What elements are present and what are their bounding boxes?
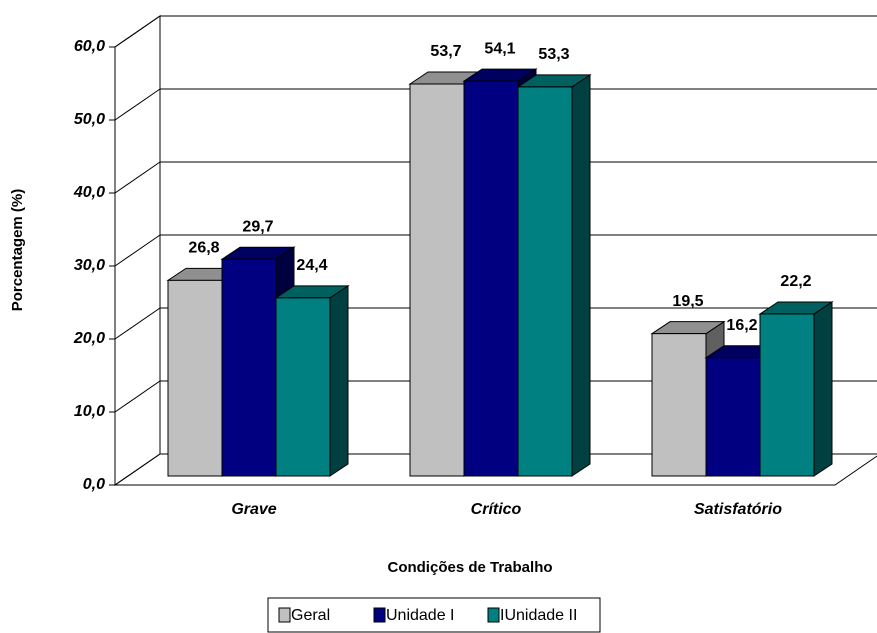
y-tick-label: 10,0: [74, 403, 105, 420]
legend-swatch: [487, 607, 500, 623]
value-label: 22,2: [780, 273, 811, 290]
y-tick-label: 60,0: [74, 38, 105, 55]
legend-swatch: [373, 607, 386, 623]
value-label: 54,1: [484, 40, 515, 57]
bar: [167, 279, 223, 477]
bar-side: [329, 284, 349, 477]
value-label: 53,7: [430, 43, 461, 60]
bar: [759, 313, 815, 477]
legend-label: Geral: [291, 607, 330, 624]
bar-side: [571, 73, 591, 477]
y-axis-label: Porcentagem (%): [9, 189, 26, 312]
y-tick-label: 20,0: [73, 330, 105, 347]
value-label: 19,5: [672, 293, 703, 310]
grid-line: [114, 15, 161, 48]
x-tick-label: Satisfatório: [694, 501, 782, 518]
bar-side: [813, 301, 833, 477]
value-label: 29,7: [242, 218, 273, 235]
x-axis-label: Condições de Trabalho: [387, 559, 552, 576]
legend-swatch: [278, 607, 291, 623]
bar: [705, 357, 761, 477]
value-label: 16,2: [726, 317, 757, 334]
bar: [651, 333, 707, 477]
grid-line: [114, 453, 161, 486]
grid-line: [114, 380, 161, 413]
floor: [115, 455, 877, 486]
grid-line: [114, 88, 161, 121]
value-label: 26,8: [188, 240, 219, 257]
y-tick-label: 50,0: [74, 111, 105, 128]
bar: [463, 80, 519, 477]
x-tick-label: Grave: [231, 501, 276, 518]
y-tick-label: 0,0: [83, 476, 105, 493]
bar: [409, 83, 465, 477]
y-tick-label: 30,0: [74, 257, 105, 274]
y-tick-label: 40,0: [73, 184, 105, 201]
bar: [221, 258, 277, 477]
value-label: 53,3: [538, 46, 569, 63]
legend-label: IUnidade II: [500, 607, 577, 624]
grid-line: [114, 307, 161, 340]
grid-line: [114, 234, 161, 267]
legend-label: Unidade I: [386, 607, 455, 624]
value-label: 24,4: [296, 257, 327, 274]
bar: [275, 297, 331, 477]
legend-box: [267, 597, 601, 633]
grid-line: [114, 161, 161, 194]
bar: [517, 86, 573, 477]
x-tick-label: Crítico: [471, 501, 522, 518]
